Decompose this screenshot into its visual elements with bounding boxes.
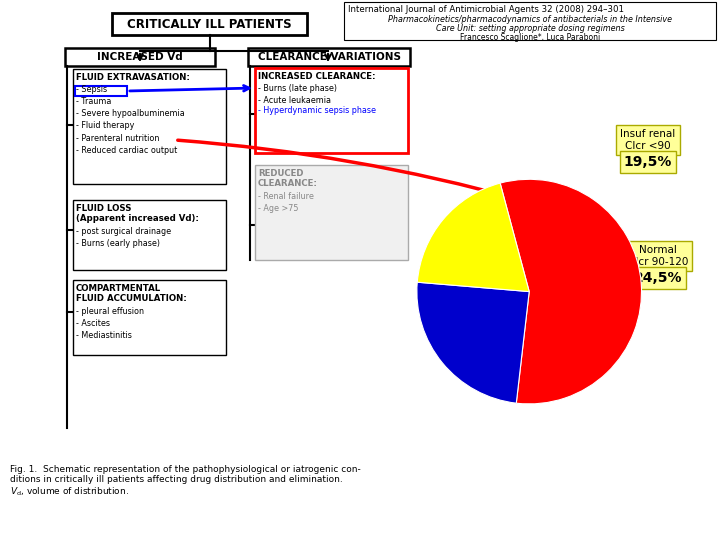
Bar (65, 48, 215, 66)
Text: 19,5%: 19,5% (624, 155, 672, 169)
Bar (73, 280, 226, 355)
Text: - Hyperdynamic sepsis phase: - Hyperdynamic sepsis phase (258, 106, 376, 115)
Bar (248, 48, 410, 66)
Bar (73, 69, 226, 184)
Text: 24,5%: 24,5% (634, 271, 683, 285)
Text: Care Unit: setting appropriate dosing regimens: Care Unit: setting appropriate dosing re… (436, 24, 624, 33)
Text: - post surgical drainage
- Burns (early phase): - post surgical drainage - Burns (early … (76, 227, 171, 248)
Text: FLUID LOSS
(Apparent increased Vd):: FLUID LOSS (Apparent increased Vd): (76, 204, 199, 224)
Bar (255, 165, 408, 260)
Text: $V_\mathrm{d}$, volume of distribution.: $V_\mathrm{d}$, volume of distribution. (10, 485, 129, 497)
Text: - Sepsis
- Trauma
- Severe hypoalbuminemia
- Fluid therapy
- Parenteral nutritio: - Sepsis - Trauma - Severe hypoalbuminem… (76, 85, 185, 155)
Text: Pharmacokinetics/pharmacodynamics of antibacterials in the Intensive: Pharmacokinetics/pharmacodynamics of ant… (388, 15, 672, 24)
Bar (112, 13, 307, 35)
Text: Francesco Scaglione*, Luca Paraboni: Francesco Scaglione*, Luca Paraboni (460, 33, 600, 42)
Wedge shape (418, 183, 529, 292)
Text: Fig. 1.  Schematic representation of the pathophysiological or iatrogenic con-: Fig. 1. Schematic representation of the … (10, 465, 361, 474)
Text: ditions in critically ill patients affecting drug distribution and elimination.: ditions in critically ill patients affec… (10, 475, 343, 484)
Text: - Renal failure
- Age >75: - Renal failure - Age >75 (258, 192, 314, 213)
Bar (344, 2, 716, 40)
Text: Insuf renal
Clcr <90: Insuf renal Clcr <90 (621, 129, 675, 151)
Wedge shape (417, 282, 529, 403)
Text: CLEARANCE VARIATIONS: CLEARANCE VARIATIONS (258, 52, 400, 62)
Text: REDUCED
CLEARANCE:: REDUCED CLEARANCE: (258, 169, 318, 188)
Text: FLUID EXTRAVASATION:: FLUID EXTRAVASATION: (76, 73, 190, 82)
Text: COMPARTMENTAL
FLUID ACCUMULATION:: COMPARTMENTAL FLUID ACCUMULATION: (76, 284, 186, 303)
Text: INCREASED Vd: INCREASED Vd (97, 52, 183, 62)
Text: - Burns (late phase)
- Acute leukaemia: - Burns (late phase) - Acute leukaemia (258, 84, 337, 105)
Text: - pleural effusion
- Ascites
- Mediastinitis: - pleural effusion - Ascites - Mediastin… (76, 307, 144, 340)
Text: Hiperfiltración
Clcr >120: Hiperfiltración Clcr >120 (463, 227, 537, 249)
Text: CRITICALLY ILL PATIENTS: CRITICALLY ILL PATIENTS (127, 17, 292, 30)
Text: INCREASED CLEARANCE:: INCREASED CLEARANCE: (258, 72, 376, 81)
Text: 56%: 56% (483, 255, 517, 269)
Bar (75, 86, 127, 96)
Wedge shape (500, 179, 642, 404)
Text: International Journal of Antimicrobial Agents 32 (2008) 294–301: International Journal of Antimicrobial A… (348, 5, 624, 14)
Bar (255, 68, 408, 153)
Text: Normal
Clcr 90-120: Normal Clcr 90-120 (628, 245, 688, 267)
Bar (73, 200, 226, 270)
